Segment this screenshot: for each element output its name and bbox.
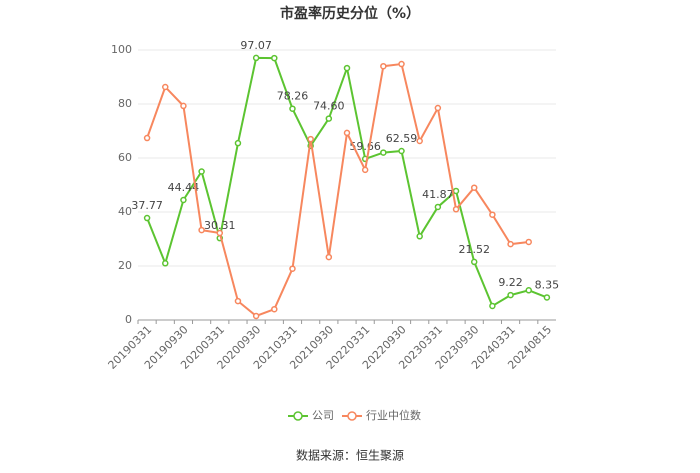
series-line (146, 62, 529, 318)
data-label: 37.77 (131, 199, 163, 212)
chart-title: 市盈率历史分位（%） (280, 5, 420, 22)
point (216, 229, 224, 237)
point (507, 291, 514, 299)
point (143, 134, 151, 142)
point (398, 60, 405, 68)
point (416, 137, 423, 145)
point (507, 240, 514, 248)
point (162, 83, 169, 91)
legend-label: 公司 (312, 409, 334, 422)
y-tick-label: 0 (125, 313, 132, 326)
point (343, 129, 351, 137)
legend-marker (293, 411, 303, 421)
point (307, 135, 314, 143)
point (489, 302, 496, 310)
point (271, 305, 278, 313)
point (325, 115, 333, 122)
series-line (146, 56, 548, 308)
data-label: 78.26 (277, 90, 309, 103)
y-tick-label: 80 (118, 97, 132, 110)
point (543, 294, 551, 301)
point (162, 260, 169, 267)
data-label: 74.60 (313, 100, 345, 113)
point (416, 233, 423, 240)
data-label: 41.87 (422, 188, 454, 201)
point (271, 54, 278, 62)
data-label: 44.44 (168, 181, 200, 194)
point (252, 54, 260, 62)
y-tick-label: 20 (118, 259, 132, 272)
point (289, 265, 296, 272)
data-label: 9.22 (498, 276, 523, 289)
point (325, 253, 333, 261)
point (180, 102, 187, 110)
point (525, 238, 532, 246)
point (452, 187, 460, 195)
source: 数据来源：恒生聚源 (296, 448, 404, 463)
data-label: 30.31 (204, 219, 236, 232)
point (452, 206, 460, 213)
legend-label: 行业中位数 (366, 408, 421, 422)
point (470, 258, 478, 266)
y-tick-label: 60 (118, 151, 132, 164)
point (198, 226, 205, 234)
point (525, 287, 532, 294)
point (380, 149, 387, 156)
point (234, 139, 242, 147)
point (434, 203, 442, 211)
point (380, 62, 387, 70)
point (234, 297, 242, 305)
data-label: 8.35 (535, 278, 560, 291)
data-label: 97.07 (240, 39, 272, 52)
point (343, 64, 351, 72)
point (470, 184, 478, 191)
point (489, 211, 496, 218)
point (289, 105, 296, 112)
point (434, 104, 442, 112)
point (143, 214, 151, 222)
point (398, 147, 405, 155)
data-label: 62.59 (386, 132, 418, 145)
point (198, 168, 205, 175)
data-label: 59.66 (349, 140, 381, 153)
legend-marker (347, 411, 357, 421)
y-tick-label: 40 (118, 205, 132, 218)
y-tick-label: 100 (111, 43, 132, 56)
point (361, 166, 369, 174)
point (180, 196, 187, 204)
point (252, 312, 260, 320)
data-label: 21.52 (458, 243, 490, 256)
